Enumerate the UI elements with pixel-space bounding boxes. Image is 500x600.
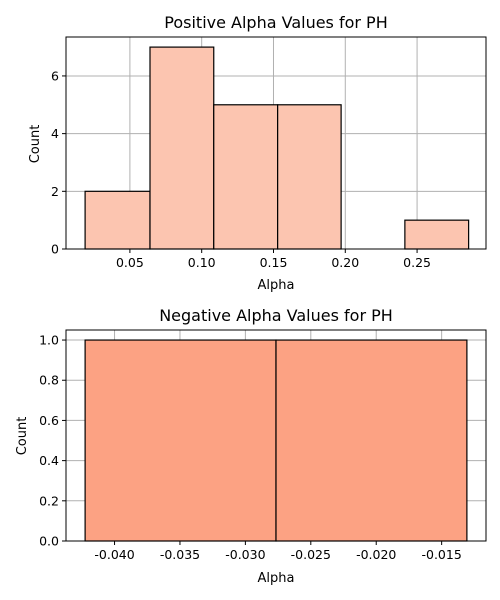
negative-alpha-y-tick-label: 0.6 <box>39 413 59 428</box>
negative-alpha-x-tick-label: -0.030 <box>225 547 265 562</box>
positive-alpha-ticks: 0.05 0.10 0.15 0.20 0.25 0 2 4 6 <box>51 68 431 270</box>
positive-alpha-bar-5 <box>404 219 470 250</box>
positive-alpha-x-tick-label: 0.05 <box>116 255 144 270</box>
negative-alpha-ticks: -0.040 -0.035 -0.030 -0.025 -0.020 -0.015 0.0 0… <box>39 333 462 562</box>
positive-alpha-x-tick-label: 0.20 <box>331 255 359 270</box>
positive-alpha-x-axis-label: Alpha <box>258 278 295 293</box>
negative-alpha-x-tick-label: -0.015 <box>421 547 461 562</box>
positive-alpha-y-tick-label: 4 <box>51 126 59 141</box>
negative-alpha-y-tick-label: 0.2 <box>39 493 59 508</box>
positive-alpha-chart-title: Positive Alpha Values for PH <box>164 13 387 32</box>
negative-alpha-x-tick-label: -0.040 <box>94 547 134 562</box>
negative-alpha-x-tick-label: -0.035 <box>160 547 200 562</box>
positive-alpha-bars <box>84 46 470 250</box>
negative-alpha-y-axis-label: Count <box>15 417 30 456</box>
positive-alpha-y-tick-label: 0 <box>51 242 59 257</box>
positive-alpha-bar-2 <box>213 104 279 250</box>
negative-alpha-chart-title: Negative Alpha Values for PH <box>159 306 393 325</box>
negative-alpha-y-tick-label: 1.0 <box>39 333 59 348</box>
positive-alpha-chart: 0.05 0.10 0.15 0.20 0.25 0 2 4 6 Positive Alpha … <box>28 13 487 293</box>
positive-alpha-bar-3 <box>277 104 342 250</box>
negative-alpha-bar-0 <box>84 339 277 542</box>
positive-alpha-bar-0 <box>84 190 151 250</box>
positive-alpha-bar-1 <box>149 46 215 250</box>
negative-alpha-bar-1 <box>275 339 468 542</box>
negative-alpha-axes-frame <box>65 329 487 542</box>
negative-alpha-chart: -0.040 -0.035 -0.030 -0.025 -0.020 -0.015 0.0 0… <box>15 306 487 586</box>
positive-alpha-x-tick-label: 0.25 <box>403 255 431 270</box>
positive-alpha-x-tick-label: 0.15 <box>260 255 288 270</box>
positive-alpha-y-tick-label: 6 <box>51 68 59 83</box>
positive-alpha-axes-frame <box>65 36 487 250</box>
negative-alpha-y-tick-label: 0.4 <box>39 453 59 468</box>
negative-alpha-bars <box>84 339 468 542</box>
negative-alpha-y-tick-label: 0.0 <box>39 534 59 549</box>
negative-alpha-x-tick-label: -0.020 <box>356 547 396 562</box>
positive-alpha-y-tick-label: 2 <box>51 184 59 199</box>
negative-alpha-x-tick-label: -0.025 <box>291 547 331 562</box>
positive-alpha-x-tick-label: 0.10 <box>188 255 216 270</box>
positive-alpha-y-axis-label: Count <box>28 125 43 164</box>
negative-alpha-y-tick-label: 0.8 <box>39 373 59 388</box>
negative-alpha-x-axis-label: Alpha <box>258 571 295 586</box>
